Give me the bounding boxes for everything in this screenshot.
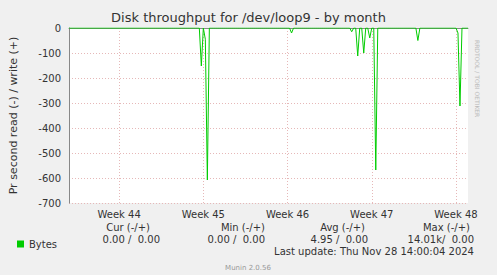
svg-text:14.01k/ 0.00: 14.01k/ 0.00: [408, 234, 474, 245]
svg-text:Week 47: Week 47: [350, 209, 393, 220]
svg-text:Disk throughput for /dev/loop9: Disk throughput for /dev/loop9 - by mont…: [111, 10, 386, 25]
svg-text:Max (-/+): Max (-/+): [423, 222, 470, 233]
svg-text:Week 45: Week 45: [182, 209, 225, 220]
svg-text:RRDTOOL / TOBI OETIKER: RRDTOOL / TOBI OETIKER: [474, 40, 481, 117]
svg-text:Munin 2.0.56: Munin 2.0.56: [225, 264, 271, 272]
svg-text:-100: -100: [38, 48, 61, 59]
svg-text:Bytes: Bytes: [29, 239, 57, 250]
svg-text:Week 48: Week 48: [434, 209, 477, 220]
svg-text:Last update: Thu Nov 28 14:00:: Last update: Thu Nov 28 14:00:04 2024: [274, 246, 474, 257]
svg-text:4.95 / 0.00: 4.95 / 0.00: [311, 234, 368, 245]
svg-text:Week 44: Week 44: [97, 209, 140, 220]
svg-text:-300: -300: [38, 98, 61, 109]
svg-text:Min (-/+): Min (-/+): [221, 222, 265, 233]
svg-text:Avg (-/+): Avg (-/+): [320, 222, 365, 233]
svg-text:-600: -600: [38, 173, 61, 184]
svg-text:Cur (-/+): Cur (-/+): [106, 222, 150, 233]
svg-text:-500: -500: [38, 148, 61, 159]
svg-text:-700: -700: [38, 198, 61, 209]
svg-text:-200: -200: [38, 73, 61, 84]
svg-text:0.00 / 0.00: 0.00 / 0.00: [208, 234, 265, 245]
svg-text:Week 46: Week 46: [266, 209, 309, 220]
svg-text:Pr second read (-) / write (+): Pr second read (-) / write (+): [7, 37, 20, 195]
svg-text:0: 0: [55, 23, 61, 34]
svg-text:-400: -400: [38, 123, 61, 134]
svg-text:0.00 / 0.00: 0.00 / 0.00: [103, 234, 160, 245]
